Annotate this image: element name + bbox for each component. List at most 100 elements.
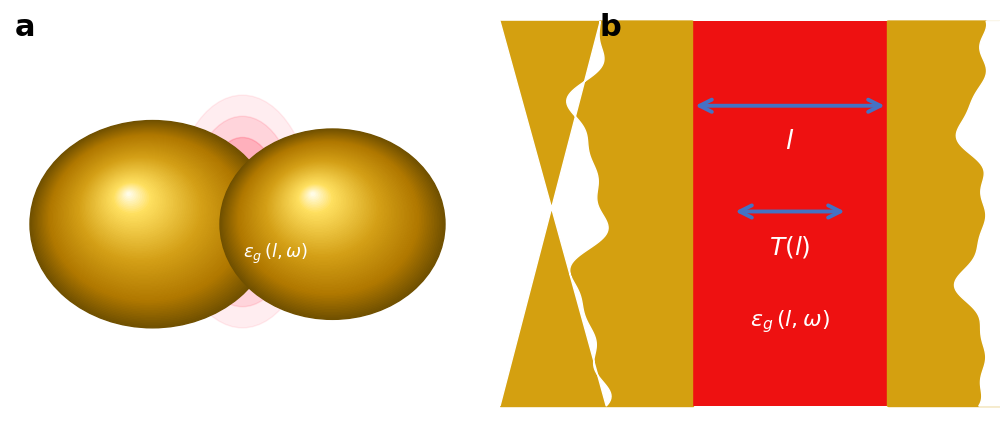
Circle shape — [63, 145, 226, 283]
Circle shape — [297, 183, 334, 214]
Circle shape — [243, 145, 412, 288]
Circle shape — [72, 152, 213, 271]
Circle shape — [39, 127, 262, 316]
Circle shape — [45, 132, 253, 308]
Circle shape — [281, 172, 357, 236]
Circle shape — [122, 189, 138, 202]
Circle shape — [295, 181, 337, 217]
Circle shape — [262, 158, 385, 263]
Circle shape — [269, 163, 375, 253]
Ellipse shape — [202, 137, 283, 286]
Circle shape — [84, 161, 194, 254]
Circle shape — [119, 187, 143, 207]
Circle shape — [257, 155, 392, 269]
Circle shape — [267, 162, 377, 255]
Circle shape — [96, 170, 176, 237]
Circle shape — [69, 150, 216, 274]
Circle shape — [53, 138, 240, 296]
Circle shape — [40, 128, 260, 314]
Circle shape — [36, 125, 266, 319]
Circle shape — [263, 159, 384, 261]
Circle shape — [77, 155, 205, 264]
Circle shape — [289, 178, 346, 225]
Circle shape — [236, 140, 422, 297]
Circle shape — [55, 139, 238, 294]
Circle shape — [37, 126, 264, 318]
Circle shape — [52, 137, 242, 298]
Circle shape — [100, 173, 171, 232]
Circle shape — [105, 176, 163, 225]
Circle shape — [51, 136, 244, 299]
Circle shape — [41, 129, 259, 313]
Circle shape — [32, 122, 271, 324]
Circle shape — [127, 193, 130, 195]
Ellipse shape — [173, 95, 312, 328]
Circle shape — [304, 188, 324, 205]
Circle shape — [247, 148, 407, 283]
Circle shape — [239, 142, 418, 294]
Circle shape — [222, 131, 442, 316]
Circle shape — [303, 187, 326, 206]
Circle shape — [255, 153, 395, 272]
Polygon shape — [888, 21, 987, 406]
Circle shape — [242, 144, 414, 289]
Ellipse shape — [232, 190, 252, 233]
Text: a: a — [15, 13, 36, 42]
Circle shape — [265, 161, 380, 258]
Ellipse shape — [215, 159, 270, 264]
Circle shape — [232, 137, 428, 304]
Circle shape — [251, 151, 400, 277]
Circle shape — [291, 179, 344, 224]
Circle shape — [252, 152, 399, 275]
Circle shape — [85, 162, 193, 253]
Circle shape — [264, 160, 382, 260]
Circle shape — [241, 143, 415, 291]
Circle shape — [47, 133, 249, 305]
Circle shape — [109, 179, 158, 220]
Circle shape — [226, 133, 437, 311]
Circle shape — [285, 174, 352, 231]
Circle shape — [58, 142, 233, 289]
Circle shape — [89, 165, 187, 247]
Text: $\varepsilon_g\,(l,\omega)$: $\varepsilon_g\,(l,\omega)$ — [243, 242, 307, 266]
Circle shape — [277, 169, 364, 242]
Text: $l$: $l$ — [785, 129, 795, 154]
Circle shape — [74, 154, 209, 267]
Circle shape — [282, 173, 356, 235]
Circle shape — [101, 173, 169, 231]
Circle shape — [66, 147, 222, 279]
Ellipse shape — [188, 116, 298, 307]
Circle shape — [250, 150, 402, 278]
Circle shape — [278, 170, 362, 241]
Circle shape — [90, 165, 185, 246]
Circle shape — [271, 165, 372, 250]
Polygon shape — [888, 21, 1000, 406]
Circle shape — [68, 149, 218, 276]
Circle shape — [116, 184, 147, 211]
Circle shape — [266, 162, 379, 256]
Circle shape — [106, 177, 161, 224]
Circle shape — [117, 186, 145, 209]
Circle shape — [280, 171, 359, 238]
Circle shape — [42, 130, 257, 311]
Circle shape — [34, 123, 270, 323]
Bar — [692, 21, 888, 406]
Circle shape — [235, 140, 423, 299]
Circle shape — [245, 147, 409, 285]
Circle shape — [276, 168, 366, 244]
Circle shape — [259, 157, 389, 266]
Circle shape — [221, 130, 443, 318]
Circle shape — [299, 184, 332, 213]
Circle shape — [30, 121, 275, 328]
Circle shape — [35, 124, 268, 321]
Circle shape — [294, 181, 339, 219]
Circle shape — [44, 131, 255, 309]
Circle shape — [121, 188, 139, 204]
Circle shape — [237, 141, 420, 296]
Circle shape — [88, 164, 189, 249]
Circle shape — [93, 167, 182, 242]
Circle shape — [310, 192, 316, 197]
Circle shape — [48, 134, 248, 303]
Circle shape — [56, 140, 237, 293]
Circle shape — [254, 152, 397, 274]
